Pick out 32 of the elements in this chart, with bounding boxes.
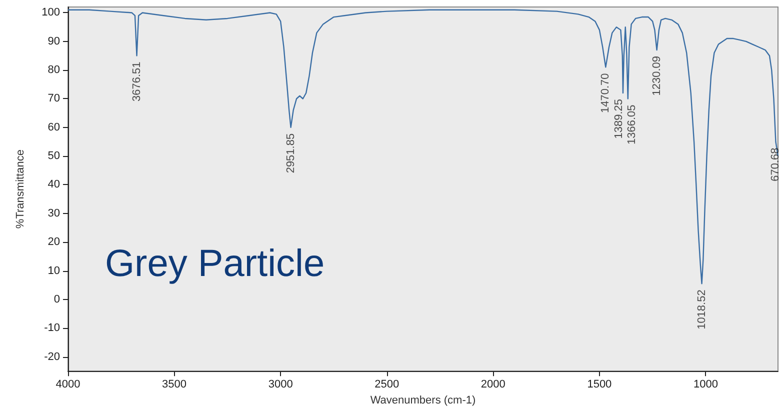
x-tick-label: 1500 — [587, 378, 612, 391]
y-tick-label: -20 — [44, 350, 60, 363]
x-tick-label: 4000 — [56, 378, 80, 391]
y-tick-label: 60 — [48, 121, 60, 134]
annotation: 1230.09 — [650, 56, 663, 96]
x-tick-label: 1000 — [693, 378, 718, 391]
annotation: 1389.25 — [612, 99, 625, 139]
x-tick-label: 3000 — [268, 378, 293, 391]
y-tick-label: 10 — [48, 264, 60, 277]
y-tick-label: 30 — [48, 207, 60, 220]
y-tick-label: 20 — [48, 236, 60, 248]
x-tick-label: 2500 — [374, 378, 400, 391]
annotation: 3676.51 — [130, 62, 143, 102]
annotation: 1366.05 — [626, 104, 638, 145]
y-tick-label: 50 — [48, 150, 60, 162]
line-series — [67, 9, 779, 284]
y-tick-label: 100 — [42, 6, 60, 19]
y-tick-label: -10 — [44, 322, 60, 334]
annotation: Grey Particle — [105, 243, 325, 285]
annotation: 1470.70 — [600, 73, 612, 113]
y-tick-label: 80 — [48, 64, 60, 76]
x-tick-label: 3500 — [162, 378, 187, 391]
y-tick-label: 40 — [48, 178, 60, 191]
y-tick-label: 70 — [48, 92, 60, 105]
annotation: 670.68 — [770, 148, 781, 182]
y-tick-label: 0 — [54, 293, 60, 306]
y-axis-title: %Transmittance — [14, 150, 26, 229]
y-tick-label: 90 — [48, 35, 60, 48]
x-axis-title: Wavenumbers (cm-1) — [370, 394, 476, 406]
annotation: 1018.52 — [696, 290, 708, 330]
x-tick-label: 2000 — [480, 378, 506, 391]
annotation: 2951.85 — [284, 133, 297, 174]
